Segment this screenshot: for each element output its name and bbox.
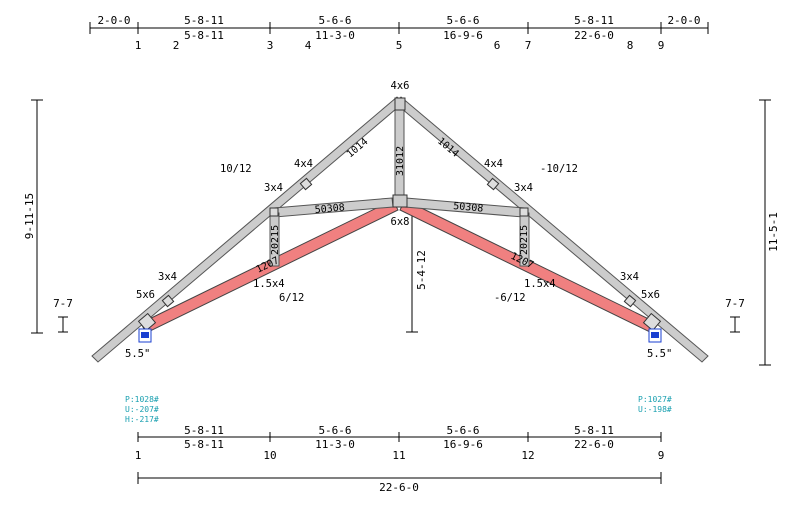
joint-number: 12 <box>521 449 534 462</box>
top-dim-label: 5-8-11 <box>184 14 224 27</box>
heel-plate-left <box>137 312 157 332</box>
plate-tc-left <box>299 177 313 191</box>
bottom-dim-label: 5-6-6 <box>446 424 479 437</box>
reaction-value: P:1027# <box>638 395 672 404</box>
plate-label: 1.5x4 <box>253 278 285 290</box>
member-id: 31012 <box>395 146 406 176</box>
plate-label: 3x4 <box>158 271 177 283</box>
bottom-joint-numbers: 1 10 11 12 9 <box>135 449 665 462</box>
pitch-label: -10/12 <box>540 163 578 175</box>
joint-number: 6 <box>494 39 501 52</box>
peak-plate <box>394 97 406 111</box>
plate-label: 4x6 <box>391 80 410 92</box>
height-label: 9-11-15 <box>23 193 36 239</box>
top-cum-label: 16-9-6 <box>443 29 483 42</box>
top-dim-row1: 2-0-0 5-8-11 5-6-6 5-6-6 5-8-11 2-0-0 <box>97 14 700 27</box>
height-label: 11-5-1 <box>767 212 780 252</box>
plate-label: 5x6 <box>641 289 660 301</box>
plate-web-left <box>269 207 279 217</box>
heel-height-label: 7-7 <box>53 297 73 310</box>
plate-label: 4x4 <box>484 158 503 170</box>
bottom-cum-label: 22-6-0 <box>574 438 614 451</box>
plate-label: 6x8 <box>391 216 410 228</box>
bottom-cum-label: 16-9-6 <box>443 438 483 451</box>
top-dim-label: 5-6-6 <box>446 14 479 27</box>
plate-label: 3x4 <box>264 182 283 194</box>
plate-tc-right <box>486 177 500 191</box>
joint-number: 2 <box>173 39 180 52</box>
reaction-value: U:-207# <box>125 405 159 414</box>
plate-label: 1.5x4 <box>524 278 556 290</box>
heel-plate-right <box>642 312 662 332</box>
reaction-value: H:-217# <box>125 415 159 424</box>
plate-label: 3x4 <box>620 271 639 283</box>
left-height-dim: 9-11-15 7-7 <box>23 99 73 334</box>
pitch-label: 10/12 <box>220 163 252 175</box>
top-cum-label: 11-3-0 <box>315 29 355 42</box>
top-dim-label: 2-0-0 <box>667 14 700 27</box>
top-cum-label: 5-8-11 <box>184 29 224 42</box>
bottom-dim-label: 5-8-11 <box>574 424 614 437</box>
top-dim-label: 5-6-6 <box>318 14 351 27</box>
bearing-width-label: 5.5" <box>125 348 150 360</box>
joint-number: 7 <box>525 39 532 52</box>
center-height-label: 5-4-12 <box>415 250 428 290</box>
overall-span-label: 22-6-0 <box>379 481 419 494</box>
bottom-cum-label: 5-8-11 <box>184 438 224 451</box>
bearing-width-label: 5.5" <box>647 348 672 360</box>
pitch-label: -6/12 <box>494 292 526 304</box>
top-dimension-lines <box>89 22 709 34</box>
member-id: 1014 <box>435 136 461 160</box>
bottom-dimension-lines <box>137 432 662 442</box>
joint-number: 9 <box>658 449 665 462</box>
top-cum-label: 22-6-0 <box>574 29 614 42</box>
member-id: 20215 <box>270 225 281 255</box>
member-id: 50308 <box>453 201 484 215</box>
bottom-dim-row1: 5-8-11 5-6-6 5-6-6 5-8-11 <box>184 424 614 437</box>
top-dim-label: 2-0-0 <box>97 14 130 27</box>
joint-number: 1 <box>135 39 142 52</box>
joint-number: 9 <box>658 39 665 52</box>
top-dim-label: 5-8-11 <box>574 14 614 27</box>
right-height-dim: 11-5-1 7-7 <box>725 99 780 366</box>
center-plate <box>392 194 408 208</box>
member-id: 50308 <box>314 202 345 216</box>
plate-label: 3x4 <box>514 182 533 194</box>
bottom-dim-row2: 5-8-11 11-3-0 16-9-6 22-6-0 <box>184 438 614 451</box>
top-dim-row2: 5-8-11 11-3-0 16-9-6 22-6-0 <box>184 29 614 42</box>
plate-heel-upper-right <box>623 294 637 308</box>
joint-number: 11 <box>392 449 405 462</box>
bottom-dim-label: 5-6-6 <box>318 424 351 437</box>
overall-span-dim: 22-6-0 <box>137 472 662 494</box>
joint-number: 3 <box>267 39 274 52</box>
plate-heel-upper-left <box>161 294 175 308</box>
reaction-value: P:1028# <box>125 395 159 404</box>
reactions-left: P:1028# U:-207# H:-217# <box>125 395 159 424</box>
bottom-cum-label: 11-3-0 <box>315 438 355 451</box>
joint-number: 10 <box>263 449 276 462</box>
bearing-fill <box>141 332 149 338</box>
bottom-dim-label: 5-8-11 <box>184 424 224 437</box>
bearing-fill <box>651 332 659 338</box>
heel-height-label: 7-7 <box>725 297 745 310</box>
member-id: 20215 <box>519 225 530 255</box>
plate-label: 5x6 <box>136 289 155 301</box>
joint-number: 8 <box>627 39 634 52</box>
plate-label: 4x4 <box>294 158 313 170</box>
pitch-label: 6/12 <box>279 292 304 304</box>
joint-number: 5 <box>396 39 403 52</box>
plate-web-right <box>519 207 529 217</box>
reactions-right: P:1027# U:-198# <box>638 395 672 414</box>
joint-number: 1 <box>135 449 142 462</box>
reaction-value: U:-198# <box>638 405 672 414</box>
joint-number: 4 <box>305 39 312 52</box>
top-joint-numbers: 1 2 3 4 5 6 7 8 9 <box>135 39 665 52</box>
